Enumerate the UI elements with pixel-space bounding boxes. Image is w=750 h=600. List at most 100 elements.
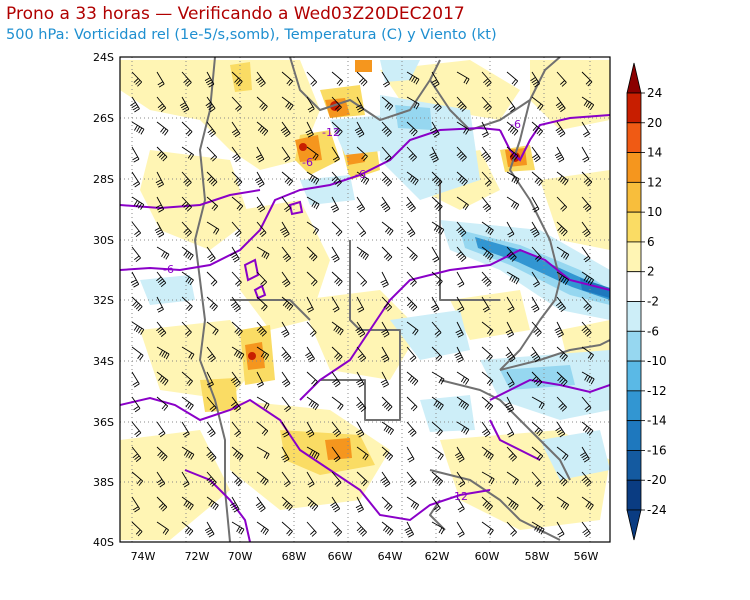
wind-barb — [506, 121, 519, 136]
plot-frame — [119, 56, 611, 543]
wind-barb — [481, 446, 494, 461]
colorbar-bin — [626, 92, 642, 124]
wind-barb — [431, 471, 444, 486]
lat-label: 40S — [93, 536, 114, 549]
wind-barb — [256, 121, 269, 136]
lat-label: 36S — [93, 416, 114, 429]
wind-barb — [181, 121, 193, 137]
wind-barb — [456, 496, 465, 513]
contour-label: -6 — [302, 156, 313, 169]
graticule — [120, 57, 610, 542]
contour-label: -6 — [510, 118, 521, 131]
wind-barb — [306, 171, 320, 185]
wind-barb — [456, 471, 466, 488]
colorbar-label: -20 — [647, 473, 667, 487]
wind-barb — [256, 446, 270, 460]
wind-barb — [431, 71, 440, 88]
wind-barb — [331, 421, 342, 438]
wind-barb — [581, 496, 594, 511]
wind-barb — [581, 471, 592, 487]
wind-barb — [181, 346, 195, 360]
colorbar-label: -24 — [647, 503, 667, 517]
wind-barb — [531, 396, 545, 410]
wind-barb — [206, 371, 214, 388]
wind-barb — [356, 446, 369, 461]
wind-barb — [281, 71, 294, 86]
wind-barb — [181, 321, 192, 337]
wind-barb — [581, 246, 591, 263]
wind-barb — [230, 396, 241, 413]
wind-barb — [231, 446, 244, 461]
wind-barb — [206, 121, 216, 138]
contour-label: -6 — [163, 263, 174, 276]
wind-barb — [131, 396, 141, 413]
wind-barb — [381, 321, 390, 338]
wind-barbs — [130, 71, 595, 538]
wind-barb — [556, 196, 568, 212]
wind-barb — [206, 296, 218, 312]
wind-barb — [406, 471, 417, 487]
wind-barb — [381, 121, 392, 137]
wind-barb — [181, 496, 194, 511]
wind-barb — [306, 71, 318, 87]
wind-barb — [481, 421, 491, 438]
wind-barb — [131, 146, 140, 163]
wind-barb — [530, 346, 541, 363]
wind-barb — [256, 396, 270, 410]
wind-barb — [231, 271, 242, 287]
wind-barb — [281, 196, 291, 213]
wind-barb — [181, 196, 192, 212]
wind-barb — [456, 121, 470, 135]
wind-barb — [506, 271, 520, 285]
colorbar-label: 2 — [647, 265, 655, 279]
lon-label: 70W — [228, 550, 253, 563]
wind-barb — [506, 371, 515, 388]
wind-barb — [131, 71, 143, 87]
wind-barb — [306, 396, 319, 411]
wind-barb — [356, 196, 366, 213]
wind-barb — [331, 321, 344, 336]
wind-barb — [206, 271, 218, 287]
wind-barb — [556, 496, 570, 510]
wind-barb — [306, 496, 319, 511]
wind-barb — [131, 421, 142, 437]
wind-barb — [205, 96, 216, 113]
wind-barb — [281, 446, 290, 463]
colorbar-bin — [626, 211, 642, 243]
wind-barb — [429, 121, 440, 138]
wind-barb — [231, 221, 242, 237]
wind-barb — [381, 221, 394, 236]
wind-barb — [356, 371, 365, 388]
wind-barb — [331, 71, 344, 86]
wind-barb — [356, 521, 367, 537]
wind-barb — [256, 246, 270, 260]
wind-barb — [381, 171, 393, 187]
wind-barb — [131, 221, 142, 238]
wind-barb — [381, 521, 394, 536]
wind-barb — [231, 196, 244, 211]
wind-barb — [331, 296, 340, 313]
wind-barb — [255, 71, 266, 88]
wind-barb — [331, 121, 343, 137]
wind-barb — [406, 171, 419, 186]
wind-barb — [281, 246, 292, 263]
wind-barb — [206, 221, 220, 235]
wind-barb — [131, 296, 143, 312]
wind-barb — [206, 321, 219, 336]
lat-label: 34S — [93, 355, 114, 368]
wind-barb — [380, 271, 389, 288]
colorbar-bin — [626, 390, 642, 422]
colorbar-bin — [626, 330, 642, 362]
wind-barb — [281, 346, 292, 362]
wind-barb — [281, 371, 291, 388]
wind-barb — [531, 171, 543, 186]
wind-barb — [431, 96, 442, 112]
wind-barb — [456, 296, 465, 313]
colorbar-top-arrow — [626, 62, 642, 94]
wind-barb — [531, 121, 544, 136]
wind-barb — [506, 246, 517, 262]
wind-barb — [406, 121, 418, 137]
wind-barb — [231, 121, 241, 138]
colorbar-label: 6 — [647, 235, 655, 249]
wind-barb — [406, 146, 417, 162]
